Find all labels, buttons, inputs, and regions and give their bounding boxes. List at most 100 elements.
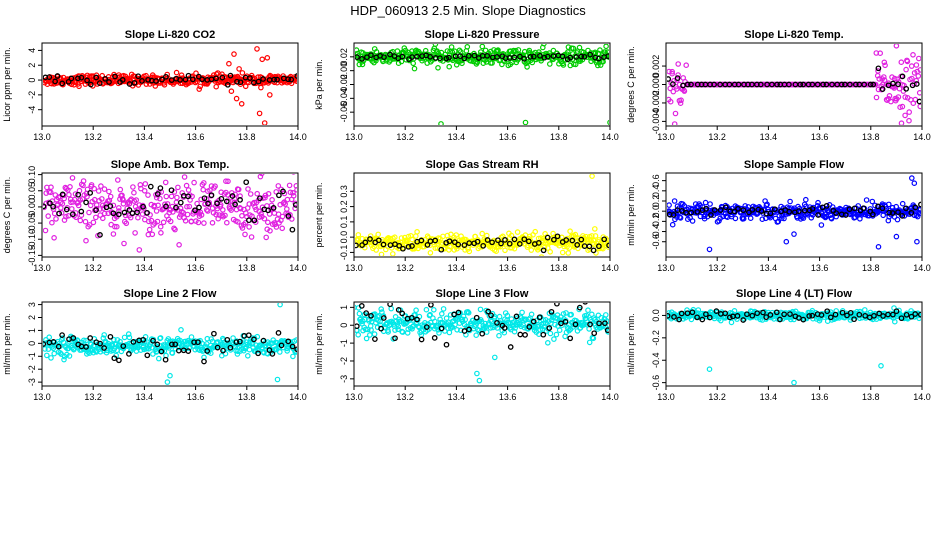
x-tick-label: 13.0 [657, 132, 675, 142]
reference-point [851, 205, 858, 212]
reference-point [541, 54, 548, 61]
data-point [390, 251, 396, 256]
data-point [916, 55, 921, 62]
reference-point [418, 336, 425, 343]
reference-point [292, 202, 297, 208]
reference-point [50, 339, 57, 345]
data-point [815, 199, 821, 206]
x-tick-label: 13.6 [811, 392, 829, 402]
reference-point [912, 204, 919, 211]
data-point [122, 212, 129, 219]
data-point [355, 331, 362, 338]
reference-point [562, 318, 569, 325]
reference-point [871, 312, 877, 319]
data-point [78, 212, 85, 219]
reference-point [917, 311, 921, 318]
reference-point [814, 81, 821, 88]
reference-point [396, 242, 403, 249]
data-point [239, 70, 246, 76]
reference-point [223, 198, 230, 205]
data-point [553, 331, 560, 338]
y-tick-label: -2 [339, 357, 349, 365]
reference-point [153, 78, 159, 84]
data-point [174, 194, 180, 201]
reference-point [771, 206, 778, 213]
reference-point [437, 55, 443, 62]
reference-point [418, 237, 425, 244]
panel-title: Slope Li-820 CO2 [125, 29, 215, 41]
reference-point [484, 52, 491, 59]
data-point [547, 330, 554, 337]
data-point [158, 230, 164, 236]
y-tick-label: 2 [27, 315, 37, 320]
data-point [483, 232, 490, 239]
reference-point [278, 342, 285, 349]
x-tick-label: 13.0 [345, 392, 363, 402]
reference-point [110, 210, 117, 217]
outlier-point [791, 379, 797, 385]
data-point [391, 234, 398, 241]
data-point [166, 209, 173, 216]
reference-point [823, 81, 830, 88]
reference-point [380, 315, 387, 321]
data-point [546, 61, 553, 67]
reference-point [694, 314, 700, 321]
data-point [885, 201, 892, 208]
points-ambbox [43, 174, 297, 253]
x-tick-label: 13.8 [862, 263, 880, 273]
y-tick-label: 0.10 [27, 166, 37, 184]
reference-point [457, 53, 464, 59]
outlier-point [355, 304, 357, 311]
data-point [605, 240, 609, 246]
reference-point [443, 341, 450, 348]
y-tick-label: -0.06 [339, 102, 349, 123]
outlier-point [167, 372, 173, 379]
y-tick-label: -0.2 [651, 330, 661, 346]
reference-point [851, 316, 857, 323]
x-tick-label: 13.2 [84, 132, 102, 142]
data-point [132, 230, 138, 236]
y-tick-label: -0.10 [27, 229, 37, 250]
data-point [239, 213, 245, 219]
plot-frame [353, 172, 611, 258]
data-point [227, 347, 234, 353]
data-point [477, 239, 484, 246]
data-point [677, 215, 684, 221]
data-point [213, 211, 219, 218]
reference-point [52, 78, 58, 85]
reference-point [65, 78, 72, 85]
data-point [110, 231, 117, 237]
reference-point [479, 330, 486, 337]
x-tick-label: 14.0 [289, 132, 307, 142]
data-point [440, 306, 447, 312]
reference-point [684, 81, 691, 88]
data-point [230, 335, 236, 341]
data-point [48, 355, 54, 361]
data-point [126, 334, 133, 341]
y-tick-label: -3 [27, 378, 37, 386]
data-point [180, 209, 187, 216]
data-point [195, 219, 202, 226]
data-point [157, 223, 164, 230]
reference-point [234, 78, 240, 85]
reference-point [163, 73, 169, 80]
reference-point [201, 358, 207, 365]
reference-point [255, 350, 261, 357]
data-point [894, 76, 901, 83]
reference-point [815, 212, 822, 218]
reference-point [106, 79, 112, 85]
reference-point [195, 73, 202, 80]
data-point [856, 315, 863, 322]
reference-point [526, 324, 533, 330]
data-point [125, 331, 132, 337]
y-axis-label: ml/min per min. [626, 184, 636, 246]
reference-point [408, 314, 415, 321]
data-point [583, 315, 589, 321]
data-point [556, 327, 563, 334]
data-point [59, 200, 66, 207]
data-point [602, 312, 609, 318]
points-line3 [355, 303, 609, 384]
reference-point [93, 207, 99, 213]
reference-point [139, 78, 145, 84]
reference-point [829, 81, 835, 88]
